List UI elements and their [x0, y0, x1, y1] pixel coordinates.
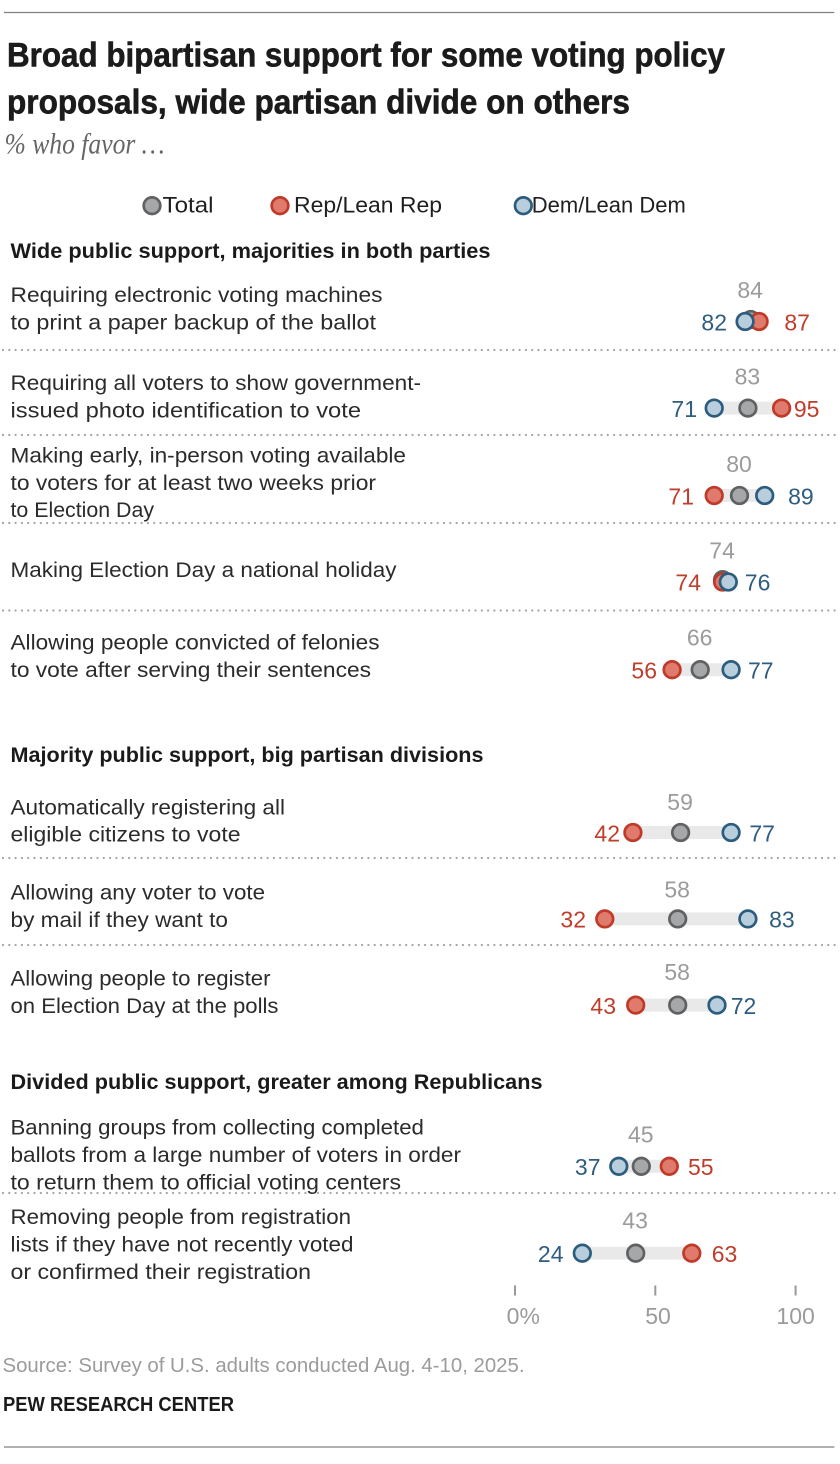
svg-text:63: 63	[712, 1241, 738, 1267]
svg-text:Dem/Lean Dem: Dem/Lean Dem	[532, 193, 686, 218]
svg-text:72: 72	[731, 993, 757, 1019]
svg-text:Divided public support, greate: Divided public support, greater among Re…	[11, 1070, 543, 1094]
svg-text:Total: Total	[163, 193, 214, 218]
svg-text:84: 84	[737, 277, 763, 303]
svg-text:Wide public support, majoritie: Wide public support, majorities in both …	[11, 239, 491, 263]
svg-text:37: 37	[575, 1154, 601, 1180]
svg-text:74: 74	[675, 570, 701, 596]
svg-text:87: 87	[784, 309, 810, 335]
svg-text:58: 58	[664, 877, 690, 903]
svg-text:ballots from a large number of: ballots from a large number of voters in…	[11, 1143, 462, 1167]
svg-text:45: 45	[628, 1121, 654, 1147]
svg-text:42: 42	[594, 820, 620, 846]
svg-text:59: 59	[667, 789, 693, 815]
svg-text:Rep/Lean Rep: Rep/Lean Rep	[294, 193, 442, 218]
svg-text:to vote after serving their se: to vote after serving their sentences	[11, 658, 372, 682]
svg-text:74: 74	[709, 538, 735, 564]
svg-text:PEW RESEARCH CENTER: PEW RESEARCH CENTER	[3, 1394, 235, 1416]
svg-text:issued photo identification to: issued photo identification to vote	[11, 399, 362, 423]
svg-text:Broad bipartisan support for s: Broad bipartisan support for some voting…	[7, 36, 725, 74]
svg-text:eligible citizens to vote: eligible citizens to vote	[11, 823, 241, 847]
svg-text:24: 24	[538, 1241, 564, 1267]
svg-text:32: 32	[560, 907, 586, 933]
svg-text:89: 89	[788, 483, 814, 509]
svg-text:Automatically registering all: Automatically registering all	[11, 795, 286, 819]
svg-text:Allowing people to register: Allowing people to register	[11, 967, 271, 991]
svg-text:56: 56	[631, 658, 657, 684]
svg-text:0%: 0%	[507, 1303, 540, 1329]
svg-text:55: 55	[688, 1154, 714, 1180]
svg-text:Allowing any voter to vote: Allowing any voter to vote	[11, 880, 266, 904]
svg-text:83: 83	[735, 364, 761, 390]
svg-text:to print a paper backup of the: to print a paper backup of the ballot	[11, 311, 377, 335]
svg-text:95: 95	[794, 396, 820, 422]
svg-text:Banning groups from collecting: Banning groups from collecting completed	[11, 1116, 424, 1140]
svg-text:66: 66	[687, 625, 713, 651]
svg-text:50: 50	[645, 1303, 671, 1329]
svg-text:or confirmed their registratio: or confirmed their registration	[11, 1260, 312, 1284]
svg-text:58: 58	[664, 959, 690, 985]
svg-text:Requiring electronic voting ma: Requiring electronic voting machines	[11, 283, 383, 307]
svg-text:100: 100	[776, 1303, 814, 1329]
svg-text:% who favor …: % who favor …	[5, 128, 165, 161]
svg-text:lists if they have not recentl: lists if they have not recently voted	[11, 1233, 354, 1257]
svg-text:Allowing people convicted of f: Allowing people convicted of felonies	[11, 631, 380, 655]
svg-text:71: 71	[668, 483, 694, 509]
svg-text:by mail if they want to: by mail if they want to	[11, 908, 229, 932]
svg-text:on Election Day at the polls: on Election Day at the polls	[11, 994, 279, 1018]
svg-text:43: 43	[622, 1207, 648, 1233]
svg-text:proposals, wide partisan divid: proposals, wide partisan divide on other…	[7, 84, 630, 122]
svg-text:77: 77	[749, 820, 775, 846]
svg-text:to return them to official vot: to return them to official voting center…	[11, 1171, 402, 1195]
svg-text:76: 76	[745, 570, 771, 596]
svg-text:Requiring all voters to show g: Requiring all voters to show government-	[11, 371, 422, 395]
svg-text:43: 43	[590, 993, 616, 1019]
svg-text:83: 83	[769, 907, 795, 933]
svg-text:Making early, in-person voting: Making early, in-person voting available	[11, 443, 407, 467]
svg-text:77: 77	[748, 658, 774, 684]
svg-text:to voters for at least two wee: to voters for at least two weeks prior	[11, 471, 377, 495]
svg-text:82: 82	[701, 309, 727, 335]
svg-text:to Election Day: to Election Day	[11, 498, 155, 522]
svg-text:71: 71	[671, 396, 697, 422]
svg-text:Removing people from registrat: Removing people from registration	[11, 1205, 352, 1229]
svg-text:Majority public support, big p: Majority public support, big partisan di…	[11, 743, 484, 767]
svg-text:Source: Survey of U.S. adults: Source: Survey of U.S. adults conducted …	[3, 1354, 525, 1377]
svg-text:80: 80	[726, 451, 752, 477]
svg-text:Making Election Day a national: Making Election Day a national holiday	[11, 558, 397, 582]
